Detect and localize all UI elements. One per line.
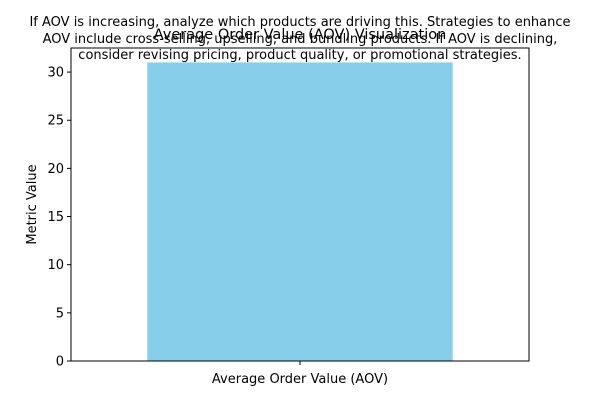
x-axis-ticks: Average Order Value (AOV) — [212, 361, 388, 387]
chart-title: Average Order Value (AOV) Visualization — [154, 27, 447, 43]
y-axis-label: Metric Value — [25, 164, 40, 244]
x-tick-label: Average Order Value (AOV) — [212, 372, 388, 387]
annotation-line: If AOV is increasing, analyze which prod… — [29, 15, 570, 30]
y-tick-label: 20 — [47, 162, 64, 177]
y-tick-label: 15 — [47, 210, 64, 225]
y-tick-label: 5 — [56, 306, 64, 321]
y-tick-label: 10 — [47, 258, 64, 273]
y-tick-label: 0 — [56, 355, 64, 370]
bars-layer — [147, 62, 453, 361]
y-tick-label: 30 — [47, 66, 64, 81]
y-axis-ticks: 0 5 10 15 20 25 30 — [47, 66, 71, 370]
annotation-line: AOV include cross-selling, upselling, an… — [43, 32, 558, 47]
bar — [147, 62, 453, 361]
annotation-line: consider revising pricing, product quali… — [78, 48, 521, 63]
annotation-text: If AOV is increasing, analyze which prod… — [29, 15, 570, 63]
y-tick-label: 25 — [47, 114, 64, 129]
